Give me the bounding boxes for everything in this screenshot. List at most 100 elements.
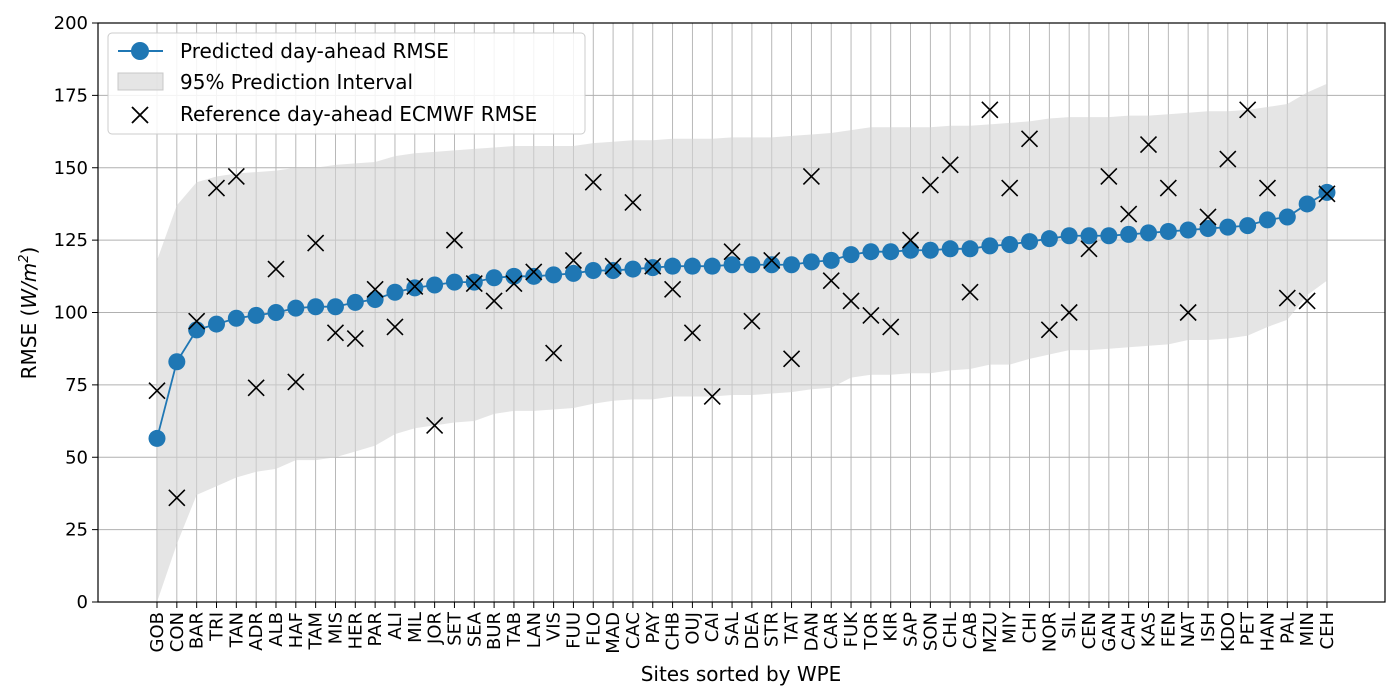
- predicted-point: [525, 267, 543, 285]
- reference-point: [1219, 150, 1237, 168]
- reference-point: [267, 260, 285, 278]
- reference-point: [366, 280, 384, 298]
- x-tick-label: CHB: [663, 612, 684, 650]
- reference-point: [247, 379, 265, 397]
- reference-point: [842, 292, 860, 310]
- x-tick-label: TAB: [504, 612, 525, 647]
- reference-point: [921, 176, 939, 194]
- x-tick-label: LAN: [524, 612, 545, 648]
- predicted-point: [1239, 217, 1257, 235]
- reference-point: [564, 251, 582, 269]
- x-tick-label: FEN: [1158, 612, 1179, 647]
- reference-point: [505, 274, 523, 293]
- x-tick-label: MIN: [1297, 612, 1318, 646]
- x-tick-label: TRI: [206, 612, 227, 642]
- x-tick-label: SET: [444, 611, 465, 646]
- x-tick-label: OUJ: [682, 612, 703, 645]
- predicted-point: [1278, 208, 1296, 226]
- predicted-point: [1120, 225, 1138, 243]
- predicted-point: [1021, 233, 1039, 251]
- x-tick-label: SAP: [901, 612, 922, 647]
- reference-point: [1139, 136, 1158, 154]
- reference-point: [465, 274, 483, 293]
- predicted-point: [406, 279, 424, 297]
- reference-point: [1278, 289, 1296, 307]
- x-tick-label: ADR: [246, 612, 267, 651]
- x-tick-label: KAS: [1139, 612, 1160, 647]
- predicted-point: [1159, 222, 1177, 240]
- predicted-point: [981, 237, 999, 255]
- y-tick-label: 200: [54, 13, 88, 34]
- reference-point: [545, 344, 563, 362]
- reference-point: [584, 173, 602, 191]
- predicted-point: [624, 260, 642, 278]
- legend-reference-marker: [131, 106, 149, 124]
- reference-point: [1179, 303, 1197, 322]
- x-tick-label: TAT: [782, 611, 803, 645]
- x-tick-label: MZU: [980, 612, 1001, 653]
- x-tick-label: SEA: [464, 611, 485, 647]
- predicted-point: [227, 309, 245, 327]
- reference-point: [227, 167, 245, 186]
- x-tick-label: CAB: [960, 612, 981, 649]
- y-tick-label: 50: [65, 447, 88, 468]
- predicted-point: [326, 298, 344, 316]
- reference-point: [326, 324, 345, 342]
- reference-point: [188, 312, 206, 330]
- predicted-point: [783, 256, 801, 274]
- predicted-point: [604, 262, 622, 280]
- predicted-point: [545, 266, 563, 284]
- reference-point: [1258, 179, 1277, 197]
- reference-point: [743, 312, 761, 330]
- reference-point: [307, 234, 325, 252]
- x-tick-label: ALI: [385, 612, 406, 640]
- y-tick-label: 75: [65, 375, 88, 396]
- x-tick-label: PAL: [1277, 612, 1298, 644]
- legend: Predicted day-ahead RMSE 95% Prediction …: [107, 32, 586, 135]
- reference-point: [644, 257, 662, 275]
- x-tick-label: CHL: [940, 612, 961, 648]
- x-tick-label: CEH: [1317, 612, 1338, 649]
- x-tick-label: TOR: [861, 612, 882, 651]
- x-tick-label: PAY: [643, 611, 664, 644]
- x-tick-label: MIY: [1000, 611, 1021, 644]
- prediction-interval-band: [157, 83, 1327, 603]
- reference-point: [1001, 179, 1019, 197]
- x-tick-label: CAR: [821, 612, 842, 649]
- predicted-point: [445, 273, 463, 291]
- predicted-point: [842, 246, 860, 264]
- reference-point: [525, 263, 543, 281]
- predicted-point: [207, 315, 225, 333]
- x-tick-label: GOB: [147, 612, 168, 652]
- reference-point: [723, 243, 741, 261]
- predicted-series: [148, 183, 1336, 447]
- predicted-point: [346, 293, 364, 311]
- x-axis-title: Sites sorted by WPE: [641, 662, 842, 686]
- predicted-point: [941, 240, 959, 258]
- x-tick-label: VIS: [544, 612, 565, 641]
- x-tick-label: ISH: [1198, 612, 1219, 642]
- reference-point: [882, 318, 900, 336]
- predicted-point: [1318, 183, 1336, 201]
- legend-predicted-label: Predicted day-ahead RMSE: [180, 39, 449, 63]
- reference-point: [1060, 303, 1078, 322]
- x-tick-label: MAD: [603, 612, 624, 654]
- reference-point: [782, 350, 801, 368]
- reference-point: [1040, 321, 1058, 339]
- predicted-point: [921, 241, 939, 259]
- x-tick-label: DEA: [742, 611, 763, 649]
- predicted-point: [723, 256, 741, 274]
- predicted-point: [584, 262, 602, 280]
- reference-point: [1318, 185, 1336, 203]
- y-axis: 0 25 50 75 100 125 150 175 200: [54, 13, 98, 613]
- reference-point: [901, 231, 920, 249]
- x-tick-label: BUR: [484, 612, 505, 650]
- x-tick-label: NOR: [1039, 612, 1060, 652]
- predicted-point: [1199, 220, 1217, 238]
- y-axis-title: RMSE (W/m2): [17, 247, 41, 380]
- x-tick-label: CAH: [1119, 612, 1140, 650]
- predicted-point: [426, 276, 444, 294]
- x-tick-label: HER: [345, 612, 366, 649]
- predicted-point: [505, 267, 523, 285]
